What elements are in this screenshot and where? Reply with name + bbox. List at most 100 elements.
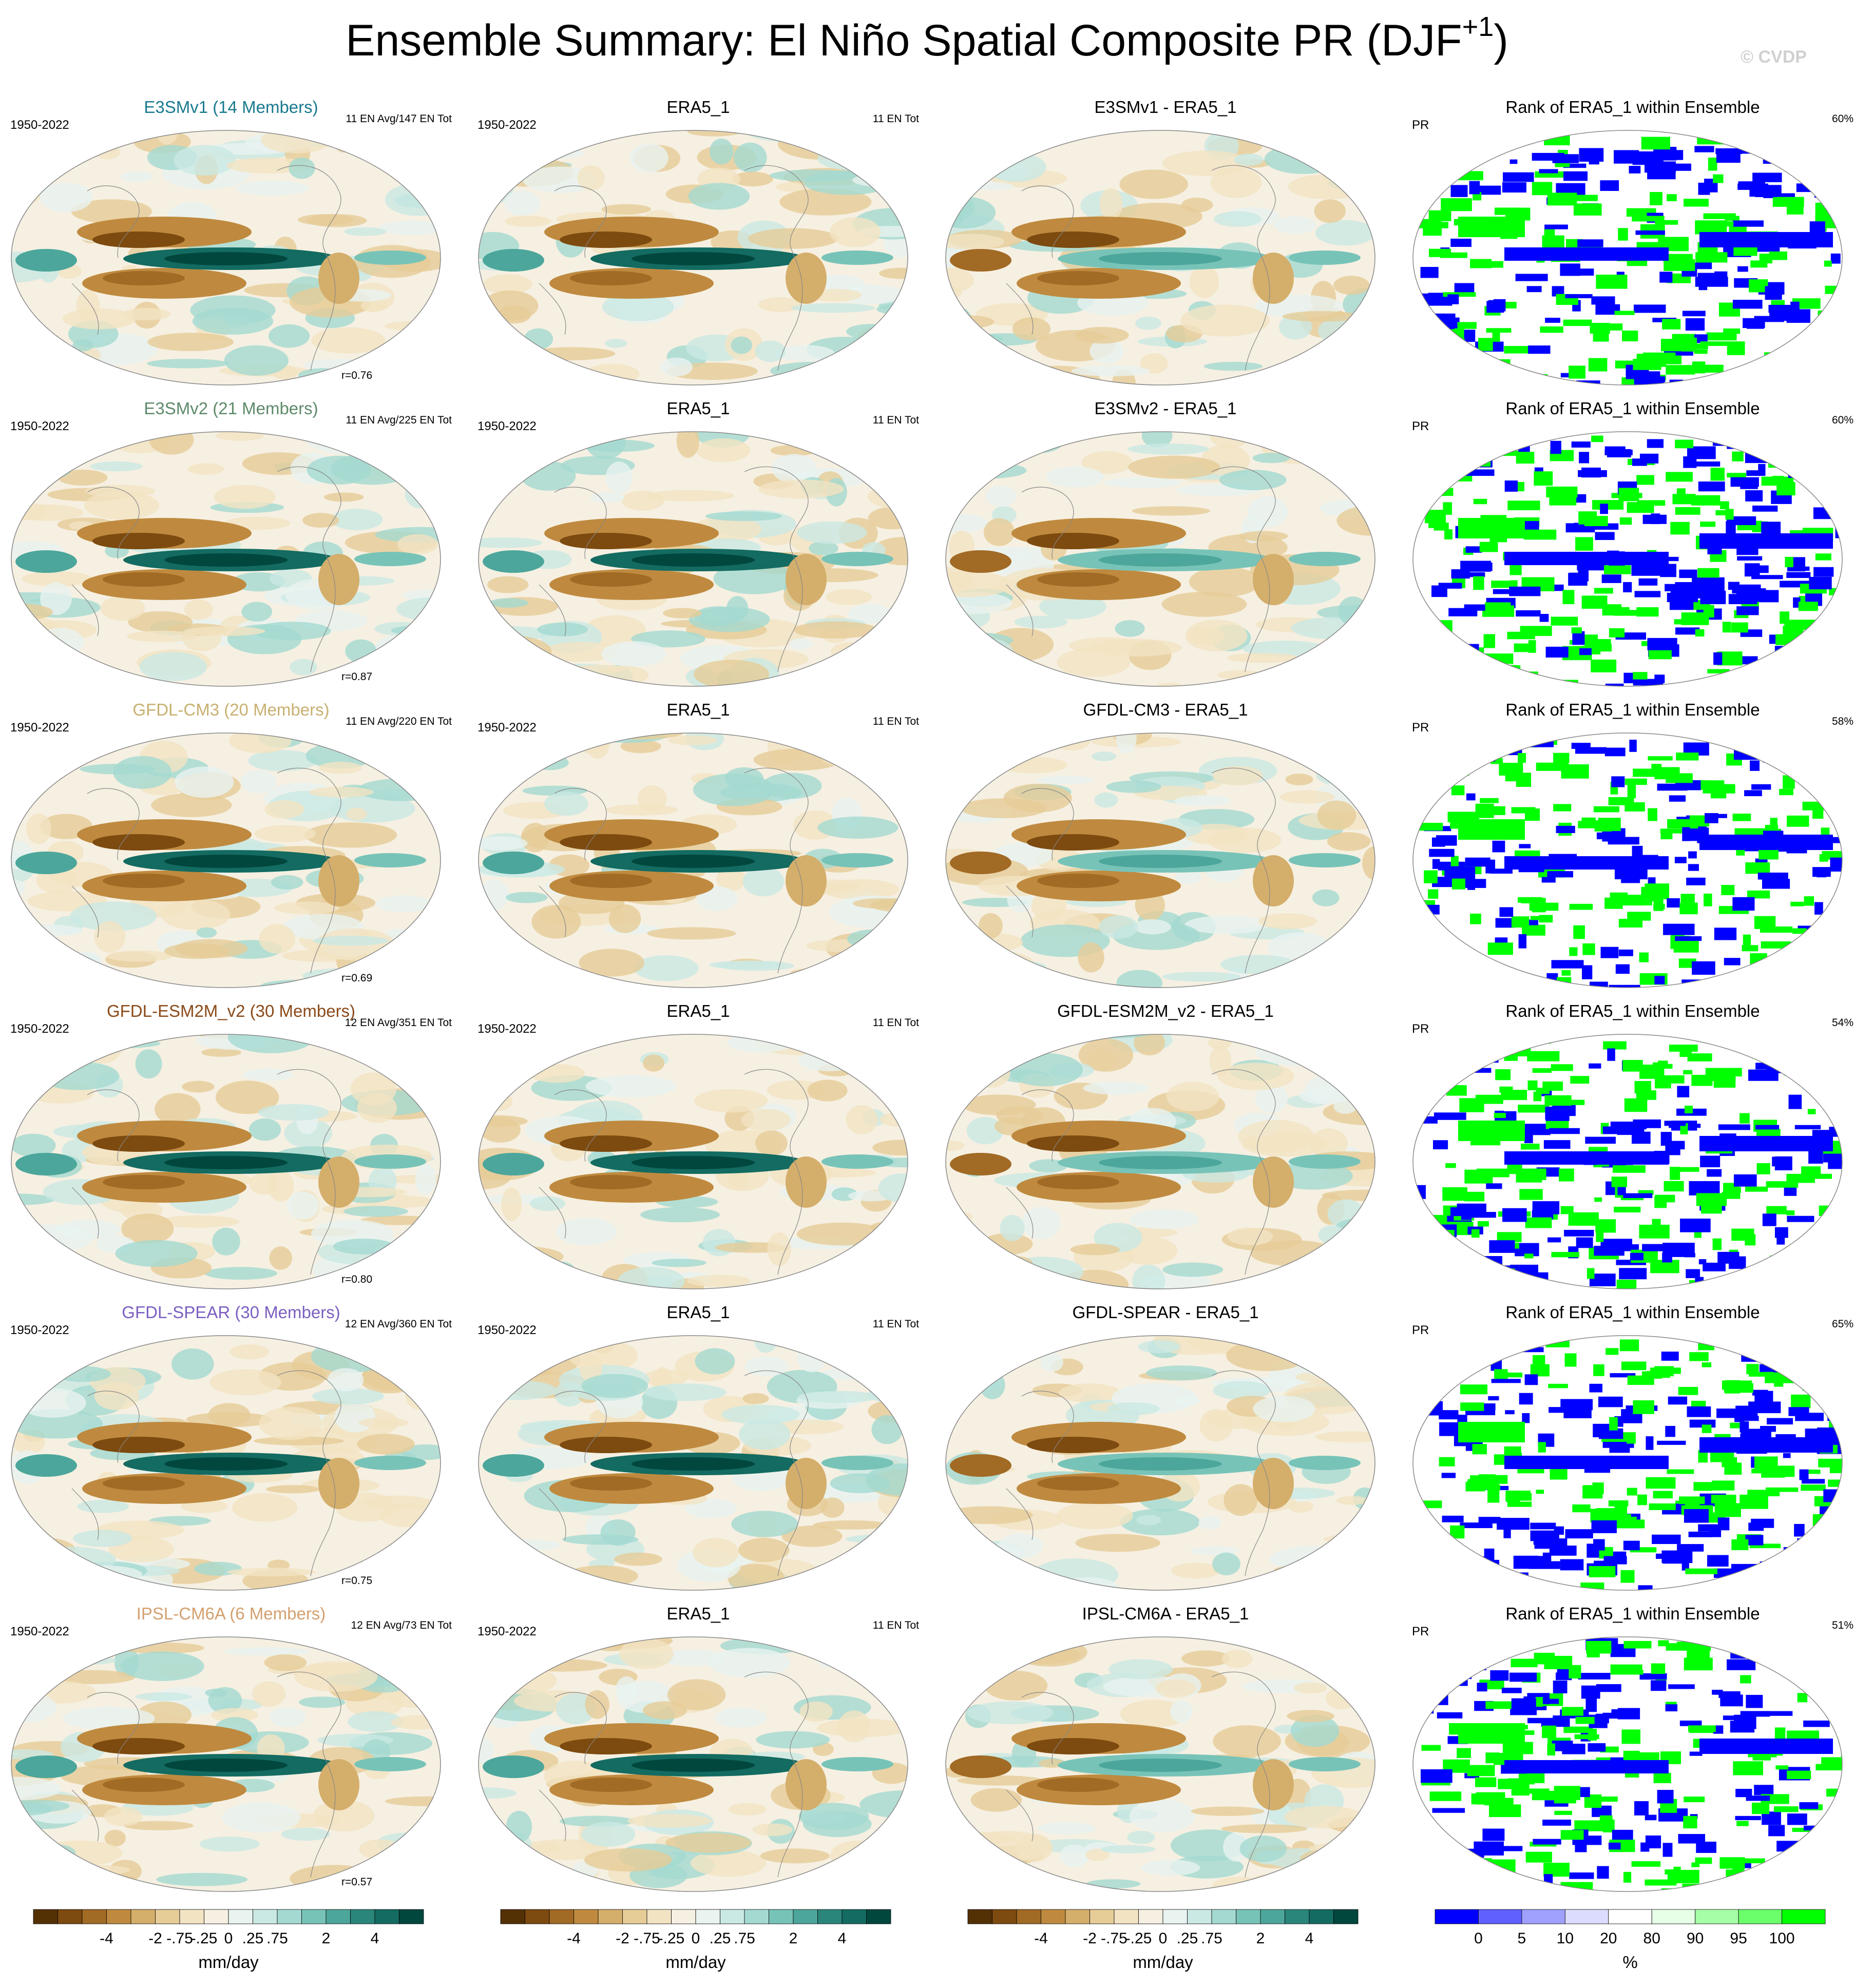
precip-map xyxy=(945,130,1375,385)
precip-map xyxy=(945,732,1375,988)
colorbar-labels: -4 -2 -.75 -.25 0.25.75 2 4 xyxy=(963,1930,1363,1951)
colorbar-swatch xyxy=(574,1909,599,1924)
panel-rank: Rank of ERA5_1 within Ensemble PR 60% xyxy=(1402,98,1854,398)
panel-title: ERA5_1 xyxy=(666,1001,730,1020)
panel-title: Rank of ERA5_1 within Ensemble xyxy=(1505,1303,1760,1322)
event-count-label: 11 EN Tot xyxy=(872,1017,919,1029)
colorbar-swatch xyxy=(1065,1909,1090,1924)
panel-title: GFDL-CM3 - ERA5_1 xyxy=(1083,700,1248,719)
colorbar-swatch xyxy=(350,1909,375,1924)
percent-label: 65% xyxy=(1831,1318,1853,1330)
panel-obs: ERA5_1 1950-2022 11 EN Tot xyxy=(467,700,929,1000)
colorbar-swatch xyxy=(1651,1909,1696,1924)
correlation-label: r=0.76 xyxy=(341,370,373,381)
precip-map xyxy=(11,1636,441,1892)
colorbar-labels: -4 -2 -.75 -.25 0.25.75 2 4 xyxy=(495,1930,896,1951)
colorbar-swatch xyxy=(228,1909,253,1924)
precip-map xyxy=(945,1335,1375,1591)
colorbar-tick-label: -2 xyxy=(148,1930,162,1947)
percent-label: 60% xyxy=(1831,113,1853,125)
panel-diff: IPSL-CM6A - ERA5_1 xyxy=(934,1604,1397,1904)
panel-title: GFDL-SPEAR - ERA5_1 xyxy=(1072,1303,1259,1322)
colorbar-tick-label: 20 xyxy=(1600,1930,1617,1947)
colorbar-swatch xyxy=(58,1909,83,1924)
event-count-label: 11 EN Avg/220 EN Tot xyxy=(346,716,452,727)
event-count-label: 12 EN Avg/351 EN Tot xyxy=(345,1017,452,1029)
years-label: 1950-2022 xyxy=(10,118,69,132)
colorbar-tick-label: .25 xyxy=(709,1930,731,1947)
colorbar-tick-label: 80 xyxy=(1643,1930,1660,1947)
colorbar-swatch xyxy=(1285,1909,1310,1924)
colorbar-tick-label: -4 xyxy=(567,1930,581,1947)
precip-colorbar: -4 -2 -.75 -.25 0.25.75 2 4 mm/day xyxy=(495,1908,896,1985)
colorbar-swatch xyxy=(500,1909,525,1924)
colorbar-swatch xyxy=(1695,1909,1739,1924)
colorbar-tick-label: -2 xyxy=(1083,1930,1097,1947)
colorbar-tick-label: .75 xyxy=(1201,1930,1222,1947)
colorbar-swatch xyxy=(1478,1909,1522,1924)
event-count-label: 11 EN Tot xyxy=(872,1318,919,1330)
years-label: 1950-2022 xyxy=(10,721,69,735)
precip-colorbar: -4 -2 -.75 -.25 0.25.75 2 4 mm/day xyxy=(28,1908,429,1985)
colorbar-tick-label: -.25 xyxy=(658,1930,685,1947)
panel-rank: Rank of ERA5_1 within Ensemble PR 60% xyxy=(1402,399,1854,699)
panel-obs: ERA5_1 1950-2022 11 EN Tot xyxy=(467,1303,929,1603)
event-count-label: 11 EN Avg/225 EN Tot xyxy=(346,414,452,426)
panel-title: Rank of ERA5_1 within Ensemble xyxy=(1505,1001,1760,1020)
panel-title: IPSL-CM6A (6 Members) xyxy=(136,1604,326,1623)
colorbar-swatch xyxy=(967,1909,992,1924)
panel-model: GFDL-SPEAR (30 Members) 1950-2022 12 EN Av… xyxy=(0,1303,462,1603)
colorbar-tick-label: 100 xyxy=(1769,1930,1795,1947)
colorbar-swatch xyxy=(769,1909,794,1924)
colorbar-swatch xyxy=(1435,1909,1479,1924)
precip-map xyxy=(11,1335,441,1591)
colorbar-swatch xyxy=(1090,1909,1115,1924)
panel-obs: ERA5_1 1950-2022 11 EN Tot xyxy=(467,399,929,699)
panel-model: GFDL-ESM2M_v2 (30 Members) 1950-2022 12 EN… xyxy=(0,1001,462,1302)
colorbar-swatch xyxy=(695,1909,720,1924)
colorbar-tick-label: 90 xyxy=(1686,1930,1704,1947)
panel-title: ERA5_1 xyxy=(666,399,730,418)
panel-model: GFDL-CM3 (20 Members) 1950-2022 11 EN Avg/… xyxy=(0,700,462,1000)
colorbar-swatch xyxy=(374,1909,399,1924)
rank-map xyxy=(1412,732,1843,988)
panel-model: IPSL-CM6A (6 Members) 1950-2022 12 EN Avg/… xyxy=(0,1604,462,1904)
colorbar-swatch xyxy=(1608,1909,1652,1924)
panel-rank: Rank of ERA5_1 within Ensemble PR 58% xyxy=(1402,700,1854,1000)
colorbar-labels: 0 5 10 20 80 90 95 100 xyxy=(1430,1930,1830,1951)
panel-title: ERA5_1 xyxy=(666,98,730,117)
colorbar-tick-label: 4 xyxy=(370,1930,379,1947)
panel-title: Rank of ERA5_1 within Ensemble xyxy=(1505,700,1760,719)
years-label: 1950-2022 xyxy=(477,721,537,735)
colorbar-swatch xyxy=(671,1909,696,1924)
colorbar-swatch xyxy=(301,1909,327,1924)
panel-title: Rank of ERA5_1 within Ensemble xyxy=(1505,1604,1760,1623)
panel-obs: ERA5_1 1950-2022 11 EN Tot xyxy=(467,1001,929,1302)
precip-map xyxy=(478,130,908,385)
colorbar-swatch xyxy=(1521,1909,1565,1924)
colorbar-swatch xyxy=(720,1909,745,1924)
colorbar-tick-label: .75 xyxy=(266,1930,288,1947)
colorbar-tick-label: 4 xyxy=(837,1930,847,1947)
years-label: 1950-2022 xyxy=(477,1323,537,1337)
colorbar-swatch xyxy=(179,1909,204,1924)
colorbar-swatch xyxy=(866,1909,891,1924)
colorbar-swatch xyxy=(1564,1909,1609,1924)
years-label: 1950-2022 xyxy=(477,118,537,132)
panel-diff: E3SMv2 - ERA5_1 xyxy=(934,399,1397,699)
cvdp-credit: © CVDP xyxy=(1741,47,1807,67)
colorbar-tick-label: .25 xyxy=(1176,1930,1198,1947)
rank-map xyxy=(1412,431,1843,687)
rank-map xyxy=(1412,130,1843,385)
colorbar-swatch xyxy=(130,1909,156,1924)
precip-map xyxy=(945,431,1375,687)
rank-map xyxy=(1412,1636,1843,1892)
panel-title: E3SMv2 (21 Members) xyxy=(144,399,318,418)
colorbar-unit: mm/day xyxy=(1133,1953,1193,1972)
panel-title: Rank of ERA5_1 within Ensemble xyxy=(1505,98,1760,117)
colorbar-tick-label: 0 xyxy=(1474,1930,1483,1947)
colorbar-swatch xyxy=(1260,1909,1285,1924)
correlation-label: r=0.69 xyxy=(341,972,373,984)
panel-title: Rank of ERA5_1 within Ensemble xyxy=(1505,399,1760,418)
panel-title: GFDL-SPEAR (30 Members) xyxy=(122,1303,340,1322)
